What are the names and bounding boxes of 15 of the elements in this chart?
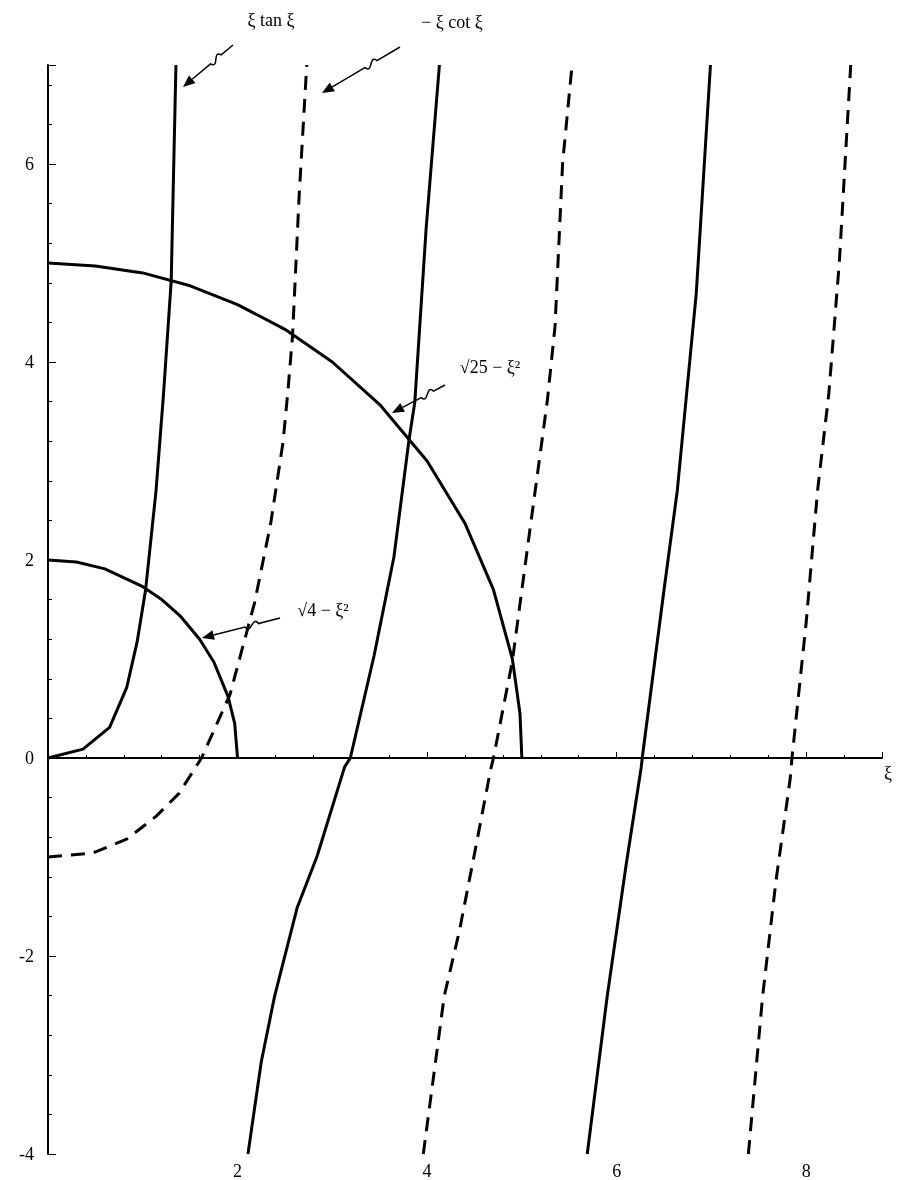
y-tick-label: -2 bbox=[19, 946, 34, 966]
x-axis-title: ξ bbox=[884, 763, 893, 783]
text: − ξ cot ξ bbox=[421, 11, 483, 33]
text: ξ tan ξ bbox=[247, 9, 295, 31]
y-tick-label: 2 bbox=[25, 550, 34, 570]
x-tick-label: 4 bbox=[422, 1161, 432, 1180]
x-tick-label: 8 bbox=[801, 1161, 811, 1180]
annotation: √4 − ξ² bbox=[297, 599, 349, 621]
annotation: √25 − ξ² bbox=[459, 356, 521, 378]
y-tick-label: 6 bbox=[25, 154, 34, 174]
x-tick-label: 2 bbox=[233, 1161, 243, 1180]
x-tick-label: 6 bbox=[612, 1161, 622, 1180]
y-tick-label: -4 bbox=[19, 1144, 34, 1164]
y-tick-label: 0 bbox=[25, 748, 34, 768]
y-tick-label: 4 bbox=[25, 352, 34, 372]
